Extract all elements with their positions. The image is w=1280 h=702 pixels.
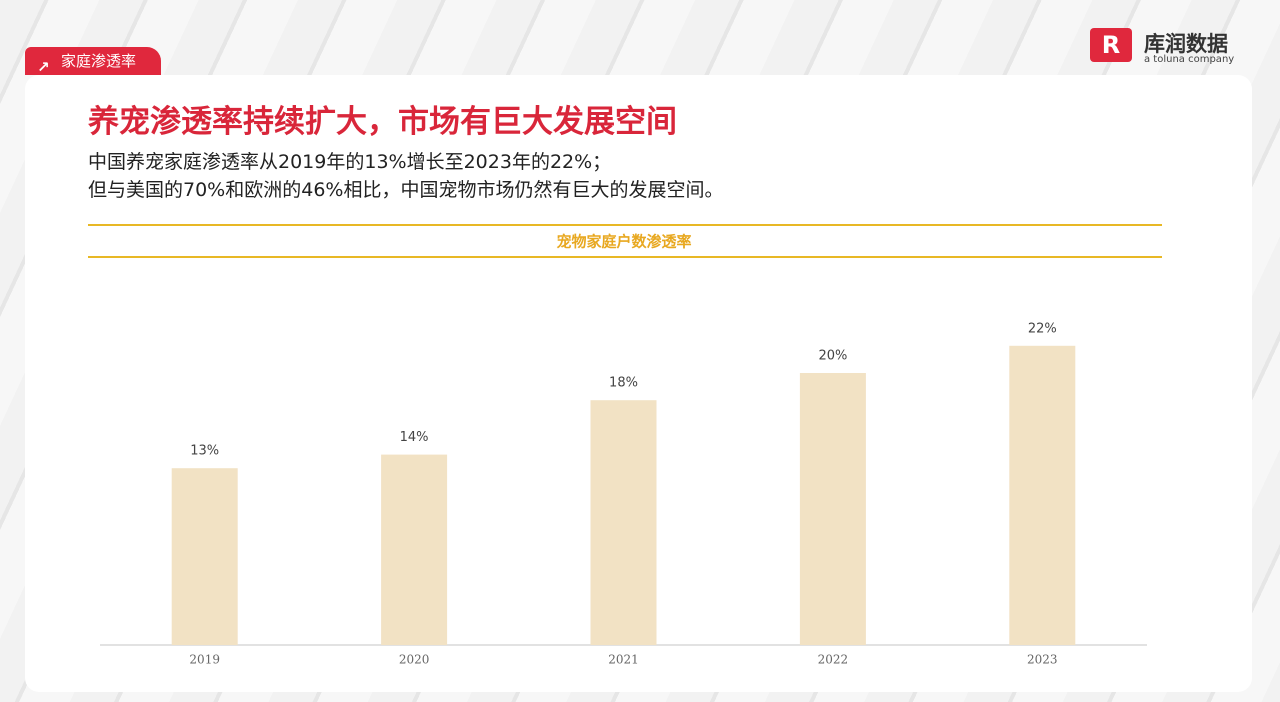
value-label: 13% — [190, 444, 219, 459]
section-tag: ↗ 家庭渗透率 — [25, 47, 161, 76]
logo-sub: a toluna company — [1144, 54, 1235, 65]
bar — [1009, 345, 1076, 645]
x-tick-label: 2020 — [399, 653, 430, 667]
chart-title: 宠物家庭户数渗透率 — [556, 233, 691, 251]
bar — [590, 400, 657, 645]
title: 养宠渗透率持续扩大，市场有巨大发展空间 — [88, 104, 677, 140]
subtitle: 中国养宠家庭渗透率从2019年的13%增长至2023年的22%； — [88, 151, 612, 173]
x-tick-label: 2021 — [608, 653, 639, 667]
logo-name: 库润数据 — [1144, 32, 1228, 56]
x-tick-label: 2023 — [1027, 653, 1058, 667]
value-label: 18% — [609, 376, 638, 391]
value-label: 22% — [1028, 321, 1057, 336]
subtitle: 但与美国的70%和欧洲的46%相比，中国宠物市场仍然有巨大的发展空间。 — [88, 179, 724, 201]
value-label: 14% — [400, 430, 429, 445]
logo-mark: R — [1090, 28, 1132, 62]
bar — [799, 373, 866, 645]
value-label: 20% — [818, 349, 847, 364]
x-tick-label: 2022 — [818, 653, 849, 667]
bar — [171, 468, 238, 645]
x-tick-label: 2019 — [189, 653, 220, 667]
tag-text: 家庭渗透率 — [61, 52, 137, 70]
bar — [381, 454, 448, 645]
